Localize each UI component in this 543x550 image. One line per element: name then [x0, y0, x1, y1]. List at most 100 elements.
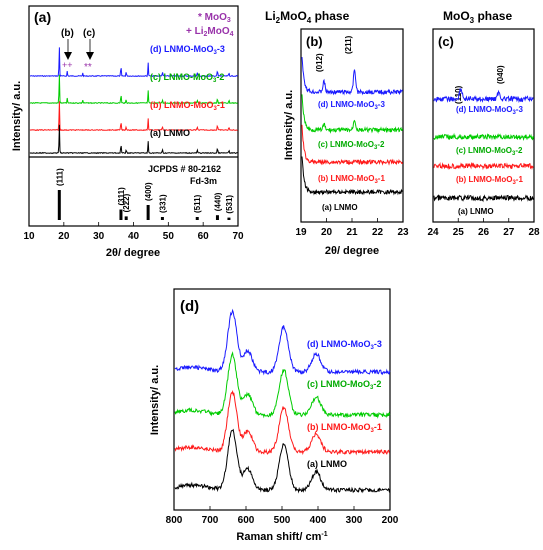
panel-c-frame	[432, 28, 535, 223]
panel-c-x-tick-label: 28	[528, 227, 540, 238]
panel-c-label: (c)	[438, 34, 454, 49]
panel-a-arrow-c-head	[86, 52, 94, 60]
panel-a-x-tick-label: 60	[198, 231, 210, 242]
reference-stick-label: (511)	[193, 194, 202, 213]
panel-b-title: Li2MoO4 phase	[265, 9, 350, 25]
li2moo4-trace	[301, 94, 403, 134]
panel-d-x-tick-label: 200	[382, 515, 399, 526]
panel-a-note-moo3: * MoO3	[198, 12, 231, 24]
panel-a-arrow-b-head	[64, 52, 72, 60]
panel-d-x-ticks: 800 700 600 500 400 300 200	[166, 506, 399, 526]
panel-b-x-tick-label: 21	[346, 227, 358, 238]
moo3-trace	[433, 88, 534, 104]
panel-a-x-tick-label: 50	[163, 231, 175, 242]
li2moo4-trace	[301, 156, 403, 196]
panel-a-x-tick-label: 10	[23, 231, 35, 242]
panel-b-x-tick-label: 23	[397, 227, 409, 238]
reference-sticks: (111) (311)(222) (400) (331) (511) (440) (531)	[55, 168, 234, 220]
panel-d-x-label: Raman shift/ cm-1	[236, 531, 327, 543]
space-group-label: Fd-3m	[190, 176, 217, 186]
reference-stick	[119, 209, 123, 220]
panel-b-x-ticks: 19 20 21 22 23	[295, 218, 409, 238]
panel-a-arrow-label-b: (b)	[61, 28, 74, 39]
moo3-trace	[433, 132, 534, 142]
panel-c-x-tick-label: 26	[478, 227, 490, 238]
panel-c-x-tick-label: 27	[503, 227, 515, 238]
panel-d-x-tick-label: 800	[166, 515, 183, 526]
reference-stick-label: (400)	[144, 182, 153, 201]
panel-d-label: (d)	[180, 298, 199, 315]
panel-a-arrow-label-c: (c)	[83, 28, 95, 39]
c-label-c: (c) LNMO-MoO3-2	[456, 146, 523, 157]
panel-a-label: (a)	[34, 9, 51, 25]
reference-stick	[57, 190, 61, 220]
moo3-trace	[433, 161, 534, 171]
xrd-trace	[29, 74, 238, 105]
panel-c-title: MoO3 phase	[443, 9, 512, 25]
panel-d-y-label: Intensity/ a.u.	[149, 365, 161, 435]
d-label-d: (d) LNMO-MoO3-3	[307, 339, 382, 351]
panel-b-x-tick-label: 22	[372, 227, 384, 238]
panel-c-traces	[433, 88, 534, 203]
series-label-b: (b) LNMO-MoO3-1	[150, 100, 225, 112]
panel-a-x-ticks: 10 20 30 40 50 60 70	[23, 222, 244, 242]
panel-b-label: (b)	[306, 34, 323, 49]
panel-d-x-tick-label: 300	[346, 515, 363, 526]
panel-c-x-tick-label: 24	[427, 227, 439, 238]
moo3-trace	[433, 194, 534, 203]
reference-stick-label: (440)	[213, 192, 222, 211]
panel-a-marker-plus: ++	[62, 60, 73, 70]
panel-a-x-tick-label: 70	[232, 231, 244, 242]
panel-d-frame	[173, 288, 391, 511]
li2moo4-trace	[301, 57, 403, 96]
panel-a: (a) * MoO3 + Li2MoO4 (b) (c) ++ ** (d) L…	[11, 5, 244, 259]
panel-a-x-tick-label: 20	[58, 231, 70, 242]
xrd-trace	[30, 47, 238, 78]
xrd-trace	[29, 101, 238, 132]
reference-stick-label: (331)	[158, 194, 167, 213]
panel-b-traces	[301, 57, 403, 196]
c-label-b: (b) LNMO-MoO3-1	[456, 175, 523, 186]
b-label-a: (a) LNMO	[322, 203, 358, 212]
reference-stick-label: (222)	[122, 193, 131, 212]
panel-d: (d) (d) LNMO-MoO3-3 (c) LNMO-MoO3-2 (b) …	[149, 288, 399, 543]
raman-trace	[174, 351, 391, 419]
panel-a-x-tick-label: 40	[128, 231, 140, 242]
panel-d-x-tick-label: 400	[310, 515, 327, 526]
reference-stick	[146, 205, 150, 220]
reference-stick-label: (531)	[225, 195, 234, 214]
panel-d-traces	[174, 308, 391, 494]
panel-b-x-tick-label: 20	[321, 227, 333, 238]
reference-stick	[160, 217, 164, 220]
panel-d-x-tick-label: 700	[202, 515, 219, 526]
raman-trace	[174, 390, 391, 456]
panel-c: MoO3 phase (c) (110) (040) (d) LNMO-MoO3…	[427, 9, 540, 238]
series-label-c: (c) LNMO-MoO3-2	[150, 72, 224, 84]
peak-211: (211)	[344, 35, 353, 54]
reference-stick	[124, 216, 128, 220]
c-label-a: (a) LNMO	[458, 207, 494, 216]
panel-a-y-label: Intensity/ a.u.	[11, 81, 23, 151]
d-label-c: (c) LNMO-MoO3-2	[307, 379, 381, 391]
d-label-b: (b) LNMO-MoO3-1	[307, 422, 382, 434]
series-label-d: (d) LNMO-MoO3-3	[150, 44, 225, 56]
peak-040: (040)	[496, 65, 505, 84]
panel-a-x-label: 2θ/ degree	[106, 247, 160, 259]
panel-b-x-label: 2θ/ degree	[325, 245, 379, 257]
panel-b-x-tick-label: 19	[295, 227, 307, 238]
peak-012: (012)	[315, 53, 324, 72]
reference-stick-label: (111)	[55, 168, 64, 186]
panel-d-x-tick-label: 600	[238, 515, 255, 526]
reference-label: JCPDS # 80-2162	[148, 164, 221, 174]
panel-c-x-ticks: 24 25 26 27 28	[427, 218, 540, 238]
panel-c-x-tick-label: 25	[453, 227, 465, 238]
reference-stick-label: (311)	[117, 187, 126, 206]
panel-a-traces	[29, 47, 238, 155]
b-label-d: (d) LNMO-MoO3-3	[318, 100, 385, 111]
panel-a-marker-star: **	[84, 62, 92, 73]
li2moo4-trace	[301, 124, 403, 166]
panel-d-x-tick-label: 500	[274, 515, 291, 526]
raman-trace	[174, 428, 391, 494]
raman-trace	[174, 308, 391, 376]
